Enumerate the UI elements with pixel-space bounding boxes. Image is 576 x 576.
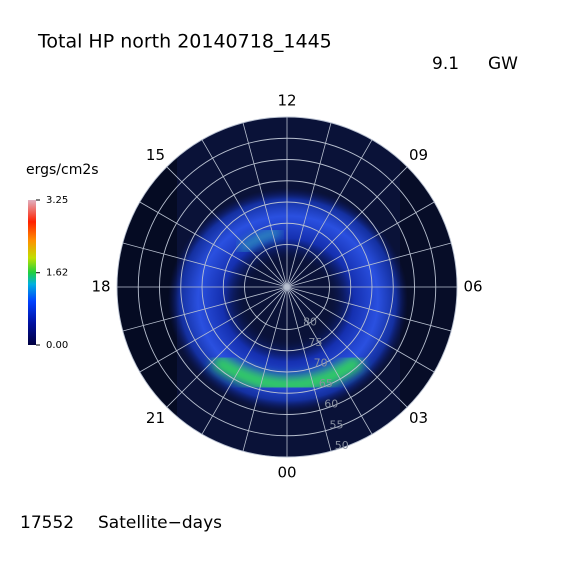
mlt-label: 09 (409, 146, 428, 164)
colorbar (28, 200, 36, 345)
mlt-label: 06 (463, 278, 482, 296)
lat-ring (159, 159, 415, 415)
lat-label: 70 (314, 357, 328, 370)
lat-label: 50 (335, 439, 349, 452)
colorbar-label: ergs/cm2s (26, 162, 99, 178)
mlt-label: 12 (277, 92, 296, 110)
colorbar-tick-label: 0.00 (46, 340, 68, 351)
lat-ring (222, 222, 352, 352)
lat-label: 60 (324, 398, 338, 411)
mlt-label: 15 (146, 146, 165, 164)
lat-ring (137, 137, 437, 437)
colorbar-tick-label: 3.25 (46, 195, 68, 206)
power-unit: GW (488, 54, 518, 74)
mlt-label: 18 (91, 278, 110, 296)
auroral-arc (210, 353, 365, 393)
footer-label: Satellite−days (98, 513, 222, 533)
lat-ring (116, 116, 458, 458)
auroral-arc (237, 228, 281, 254)
lat-label: 80 (303, 315, 317, 328)
colorbar-tick-label: 1.62 (46, 268, 68, 279)
chart-title: Total HP north 20140718_1445 (37, 31, 332, 53)
footer-count: 17552 (20, 513, 74, 533)
mlt-label: 03 (409, 409, 428, 427)
power-value: 9.1 (432, 54, 459, 74)
lat-label: 55 (330, 418, 344, 431)
grid: 80 75 70 65 60 55 50 (116, 116, 458, 458)
lat-ring (201, 201, 373, 373)
lat-label: 75 (308, 336, 322, 349)
mlt-label: 21 (146, 409, 165, 427)
lat-label: 65 (319, 377, 333, 390)
lat-ring (244, 244, 330, 330)
auroral-oval (168, 188, 408, 412)
lat-ring (180, 180, 394, 394)
mlt-label: 00 (277, 464, 296, 482)
